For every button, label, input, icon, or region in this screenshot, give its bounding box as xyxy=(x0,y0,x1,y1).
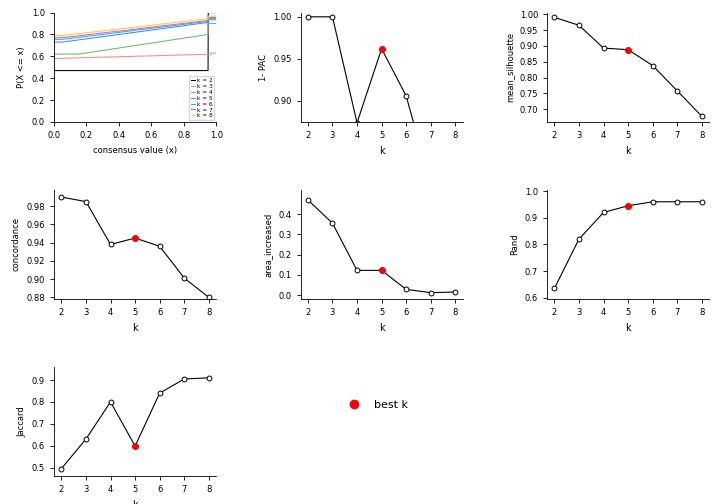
k = 2 xyxy=(177,68,186,74)
k = 6 xyxy=(212,16,220,22)
k = 7 xyxy=(125,27,133,33)
k = 7 xyxy=(212,15,220,21)
k = 2 xyxy=(58,68,66,74)
k = 8 xyxy=(125,25,133,31)
k = 6 xyxy=(177,22,186,28)
k = 8 xyxy=(212,13,220,19)
k = 2 xyxy=(50,119,58,125)
k = 5 xyxy=(207,17,216,23)
k = 7 xyxy=(58,35,66,41)
k = 7 xyxy=(204,15,212,21)
k = 8 xyxy=(204,13,212,19)
k = 4 xyxy=(125,43,133,49)
k = 5 xyxy=(207,17,216,23)
k = 3 xyxy=(58,55,66,61)
k = 4 xyxy=(50,119,58,125)
k = 4 xyxy=(177,35,186,41)
k = 5 xyxy=(177,23,186,29)
Line: k = 2: k = 2 xyxy=(54,13,216,122)
X-axis label: k: k xyxy=(379,146,384,156)
k = 6 xyxy=(50,119,58,125)
k = 3 xyxy=(212,50,220,56)
k = 8 xyxy=(58,33,66,39)
Line: k = 4: k = 4 xyxy=(54,24,216,122)
k = 4 xyxy=(204,21,212,27)
k = 3 xyxy=(207,50,216,56)
Line: k = 7: k = 7 xyxy=(54,18,216,122)
Line: k = 3: k = 3 xyxy=(54,53,216,122)
k = 2 xyxy=(207,10,216,16)
Y-axis label: area_increased: area_increased xyxy=(264,212,273,277)
k = 4 xyxy=(207,21,216,27)
k = 2 xyxy=(125,68,133,74)
k = 8 xyxy=(207,13,216,19)
k = 6 xyxy=(204,16,212,22)
k = 8 xyxy=(177,19,186,25)
Y-axis label: concordance: concordance xyxy=(12,217,21,272)
Y-axis label: Rand: Rand xyxy=(510,234,519,255)
k = 5 xyxy=(212,17,220,23)
k = 7 xyxy=(177,21,186,27)
Line: k = 6: k = 6 xyxy=(54,19,216,122)
k = 6 xyxy=(207,16,216,22)
Line: k = 8: k = 8 xyxy=(54,16,216,122)
k = 7 xyxy=(129,26,138,32)
k = 3 xyxy=(177,52,186,58)
X-axis label: consensus value (x): consensus value (x) xyxy=(93,146,177,155)
Y-axis label: 1- PAC: 1- PAC xyxy=(258,54,268,81)
k = 5 xyxy=(125,30,133,36)
Legend: best k: best k xyxy=(339,396,413,415)
k = 8 xyxy=(50,119,58,125)
k = 4 xyxy=(129,43,138,49)
k = 6 xyxy=(125,28,133,34)
k = 3 xyxy=(207,50,216,56)
k = 7 xyxy=(207,15,216,21)
k = 6 xyxy=(129,28,138,34)
k = 2 xyxy=(129,68,138,74)
k = 5 xyxy=(129,30,138,36)
k = 5 xyxy=(204,17,212,23)
k = 4 xyxy=(207,21,216,27)
k = 3 xyxy=(207,50,216,56)
Y-axis label: Jaccard: Jaccard xyxy=(17,406,26,437)
k = 3 xyxy=(125,53,133,59)
k = 7 xyxy=(207,15,216,21)
k = 5 xyxy=(58,39,66,45)
k = 4 xyxy=(58,51,66,57)
k = 2 xyxy=(204,10,212,16)
Y-axis label: P(X <= x): P(X <= x) xyxy=(17,46,26,88)
k = 8 xyxy=(129,24,138,30)
X-axis label: k: k xyxy=(132,323,138,333)
X-axis label: k: k xyxy=(625,323,631,333)
k = 2 xyxy=(207,10,216,16)
X-axis label: k: k xyxy=(625,146,631,156)
Line: k = 5: k = 5 xyxy=(54,20,216,122)
k = 5 xyxy=(50,119,58,125)
k = 4 xyxy=(212,21,220,27)
Legend: k = 2, k = 3, k = 4, k = 5, k = 6, k = 7, k = 8: k = 2, k = 3, k = 4, k = 5, k = 6, k = 7… xyxy=(189,76,215,120)
k = 3 xyxy=(129,53,138,59)
k = 3 xyxy=(50,119,58,125)
X-axis label: k: k xyxy=(379,323,384,333)
X-axis label: k: k xyxy=(132,500,138,504)
k = 8 xyxy=(207,13,216,19)
k = 6 xyxy=(207,16,216,22)
k = 2 xyxy=(212,10,220,16)
Y-axis label: mean_silhouette: mean_silhouette xyxy=(505,32,514,102)
k = 7 xyxy=(50,119,58,125)
k = 6 xyxy=(58,36,66,42)
